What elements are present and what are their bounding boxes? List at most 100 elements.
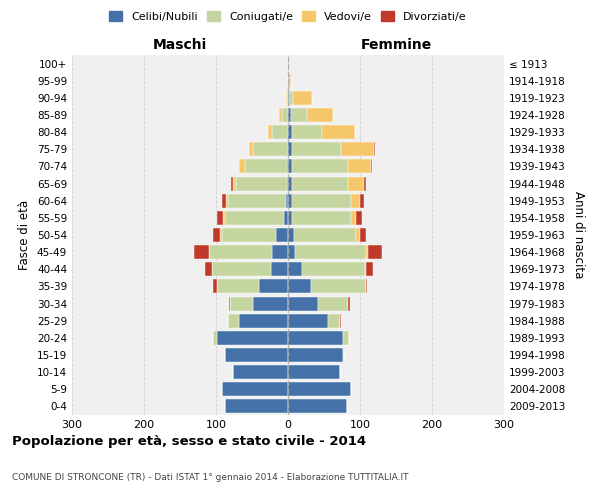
Bar: [217, 211, 223, 225]
Bar: [360, 228, 366, 242]
Bar: [280, 108, 281, 122]
Bar: [311, 280, 366, 293]
Bar: [368, 245, 382, 259]
Bar: [292, 211, 350, 225]
Bar: [302, 262, 365, 276]
Bar: [356, 211, 362, 225]
Bar: [284, 211, 288, 225]
Bar: [223, 211, 224, 225]
Bar: [289, 91, 293, 105]
Bar: [213, 280, 217, 293]
Bar: [236, 176, 287, 190]
Bar: [268, 125, 272, 139]
Bar: [209, 245, 272, 259]
Bar: [288, 348, 343, 362]
Bar: [277, 228, 288, 242]
Bar: [374, 142, 375, 156]
Bar: [233, 365, 288, 379]
Y-axis label: Fasce di età: Fasce di età: [19, 200, 31, 270]
Bar: [272, 125, 288, 139]
Bar: [295, 245, 366, 259]
Bar: [245, 160, 287, 173]
Bar: [288, 400, 347, 413]
Bar: [259, 280, 288, 293]
Bar: [226, 194, 228, 207]
Bar: [288, 56, 289, 70]
Bar: [288, 160, 292, 173]
Bar: [226, 400, 288, 413]
Bar: [364, 176, 366, 190]
Bar: [348, 176, 364, 190]
Bar: [292, 160, 348, 173]
Bar: [288, 194, 292, 207]
Bar: [213, 331, 217, 345]
Bar: [288, 108, 291, 122]
Bar: [272, 245, 288, 259]
Bar: [217, 280, 259, 293]
Bar: [231, 176, 233, 190]
Bar: [288, 382, 350, 396]
Bar: [229, 296, 230, 310]
Bar: [288, 211, 292, 225]
Bar: [292, 176, 348, 190]
Bar: [288, 176, 292, 190]
Bar: [293, 91, 312, 105]
Bar: [288, 331, 343, 345]
Bar: [289, 74, 291, 88]
Bar: [226, 348, 288, 362]
Bar: [271, 262, 288, 276]
Bar: [340, 314, 341, 328]
Bar: [343, 331, 349, 345]
Text: COMUNE DI STRONCONE (TR) - Dati ISTAT 1° gennaio 2014 - Elaborazione TUTTITALIA.: COMUNE DI STRONCONE (TR) - Dati ISTAT 1°…: [12, 472, 409, 482]
Bar: [360, 194, 364, 207]
Bar: [288, 74, 289, 88]
Bar: [223, 194, 226, 207]
Bar: [288, 296, 318, 310]
Bar: [212, 262, 271, 276]
Bar: [328, 314, 340, 328]
Bar: [287, 91, 288, 105]
Bar: [239, 160, 245, 173]
Bar: [356, 228, 360, 242]
Bar: [318, 296, 349, 310]
Bar: [230, 296, 253, 310]
Bar: [294, 228, 356, 242]
Bar: [217, 331, 288, 345]
Text: Popolazione per età, sesso e stato civile - 2014: Popolazione per età, sesso e stato civil…: [12, 435, 366, 448]
Bar: [253, 142, 288, 156]
Bar: [322, 125, 355, 139]
Bar: [288, 314, 328, 328]
Bar: [288, 245, 295, 259]
Bar: [288, 365, 340, 379]
Bar: [307, 108, 332, 122]
Bar: [350, 211, 356, 225]
Bar: [365, 262, 367, 276]
Text: Maschi: Maschi: [153, 38, 207, 52]
Bar: [233, 176, 236, 190]
Bar: [366, 280, 367, 293]
Bar: [366, 245, 368, 259]
Bar: [349, 296, 350, 310]
Legend: Celibi/Nubili, Coniugati/e, Vedovi/e, Divorziati/e: Celibi/Nubili, Coniugati/e, Vedovi/e, Di…: [105, 6, 471, 26]
Bar: [288, 228, 294, 242]
Bar: [292, 142, 341, 156]
Bar: [224, 211, 284, 225]
Bar: [281, 108, 288, 122]
Bar: [288, 280, 311, 293]
Bar: [239, 314, 288, 328]
Bar: [288, 142, 292, 156]
Bar: [194, 245, 209, 259]
Bar: [288, 262, 302, 276]
Bar: [222, 228, 277, 242]
Bar: [288, 91, 289, 105]
Bar: [222, 382, 288, 396]
Bar: [343, 348, 344, 362]
Bar: [348, 160, 371, 173]
Bar: [213, 228, 220, 242]
Y-axis label: Anni di nascita: Anni di nascita: [572, 192, 585, 278]
Bar: [291, 108, 307, 122]
Bar: [253, 296, 288, 310]
Bar: [371, 160, 372, 173]
Bar: [287, 160, 288, 173]
Bar: [220, 228, 222, 242]
